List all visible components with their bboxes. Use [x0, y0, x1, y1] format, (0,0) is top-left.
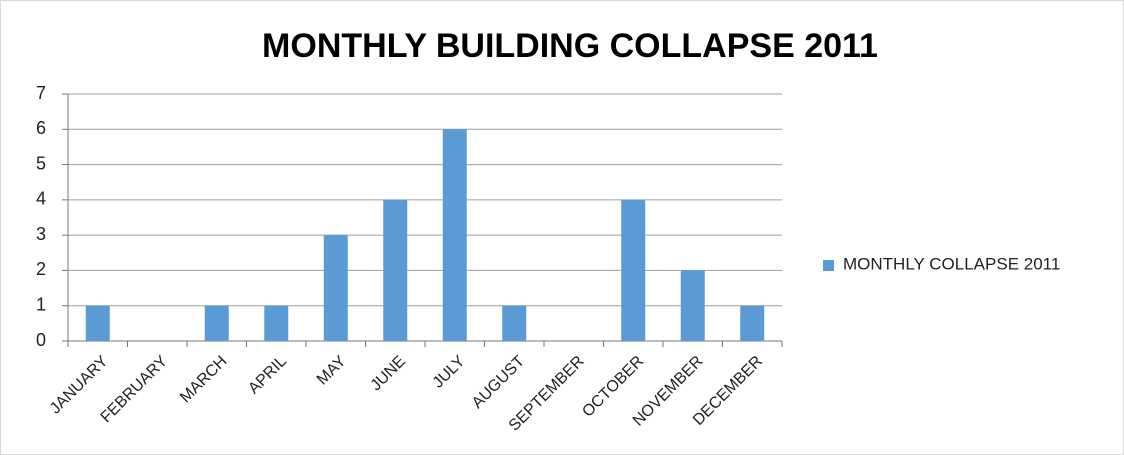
bar	[621, 199, 646, 341]
y-tick-label: 2	[36, 259, 46, 279]
y-tick-label: 1	[36, 294, 46, 314]
bar	[264, 305, 289, 341]
bar	[502, 305, 527, 341]
bar	[442, 129, 467, 341]
bar	[383, 199, 408, 341]
bar	[740, 305, 765, 341]
y-tick-label: 4	[36, 189, 46, 209]
legend-swatch	[823, 260, 834, 271]
chart-title: MONTHLY BUILDING COLLAPSE 2011	[262, 27, 878, 65]
y-tick-label: 5	[36, 153, 46, 173]
y-tick-label: 0	[36, 330, 46, 350]
legend-label: MONTHLY COLLAPSE 2011	[843, 254, 1060, 273]
bar	[323, 235, 348, 341]
bar	[85, 305, 110, 341]
y-tick-label: 7	[36, 83, 46, 103]
bar	[204, 305, 229, 341]
y-tick-label: 3	[36, 224, 46, 244]
bar	[680, 270, 705, 341]
y-tick-label: 6	[36, 118, 46, 138]
